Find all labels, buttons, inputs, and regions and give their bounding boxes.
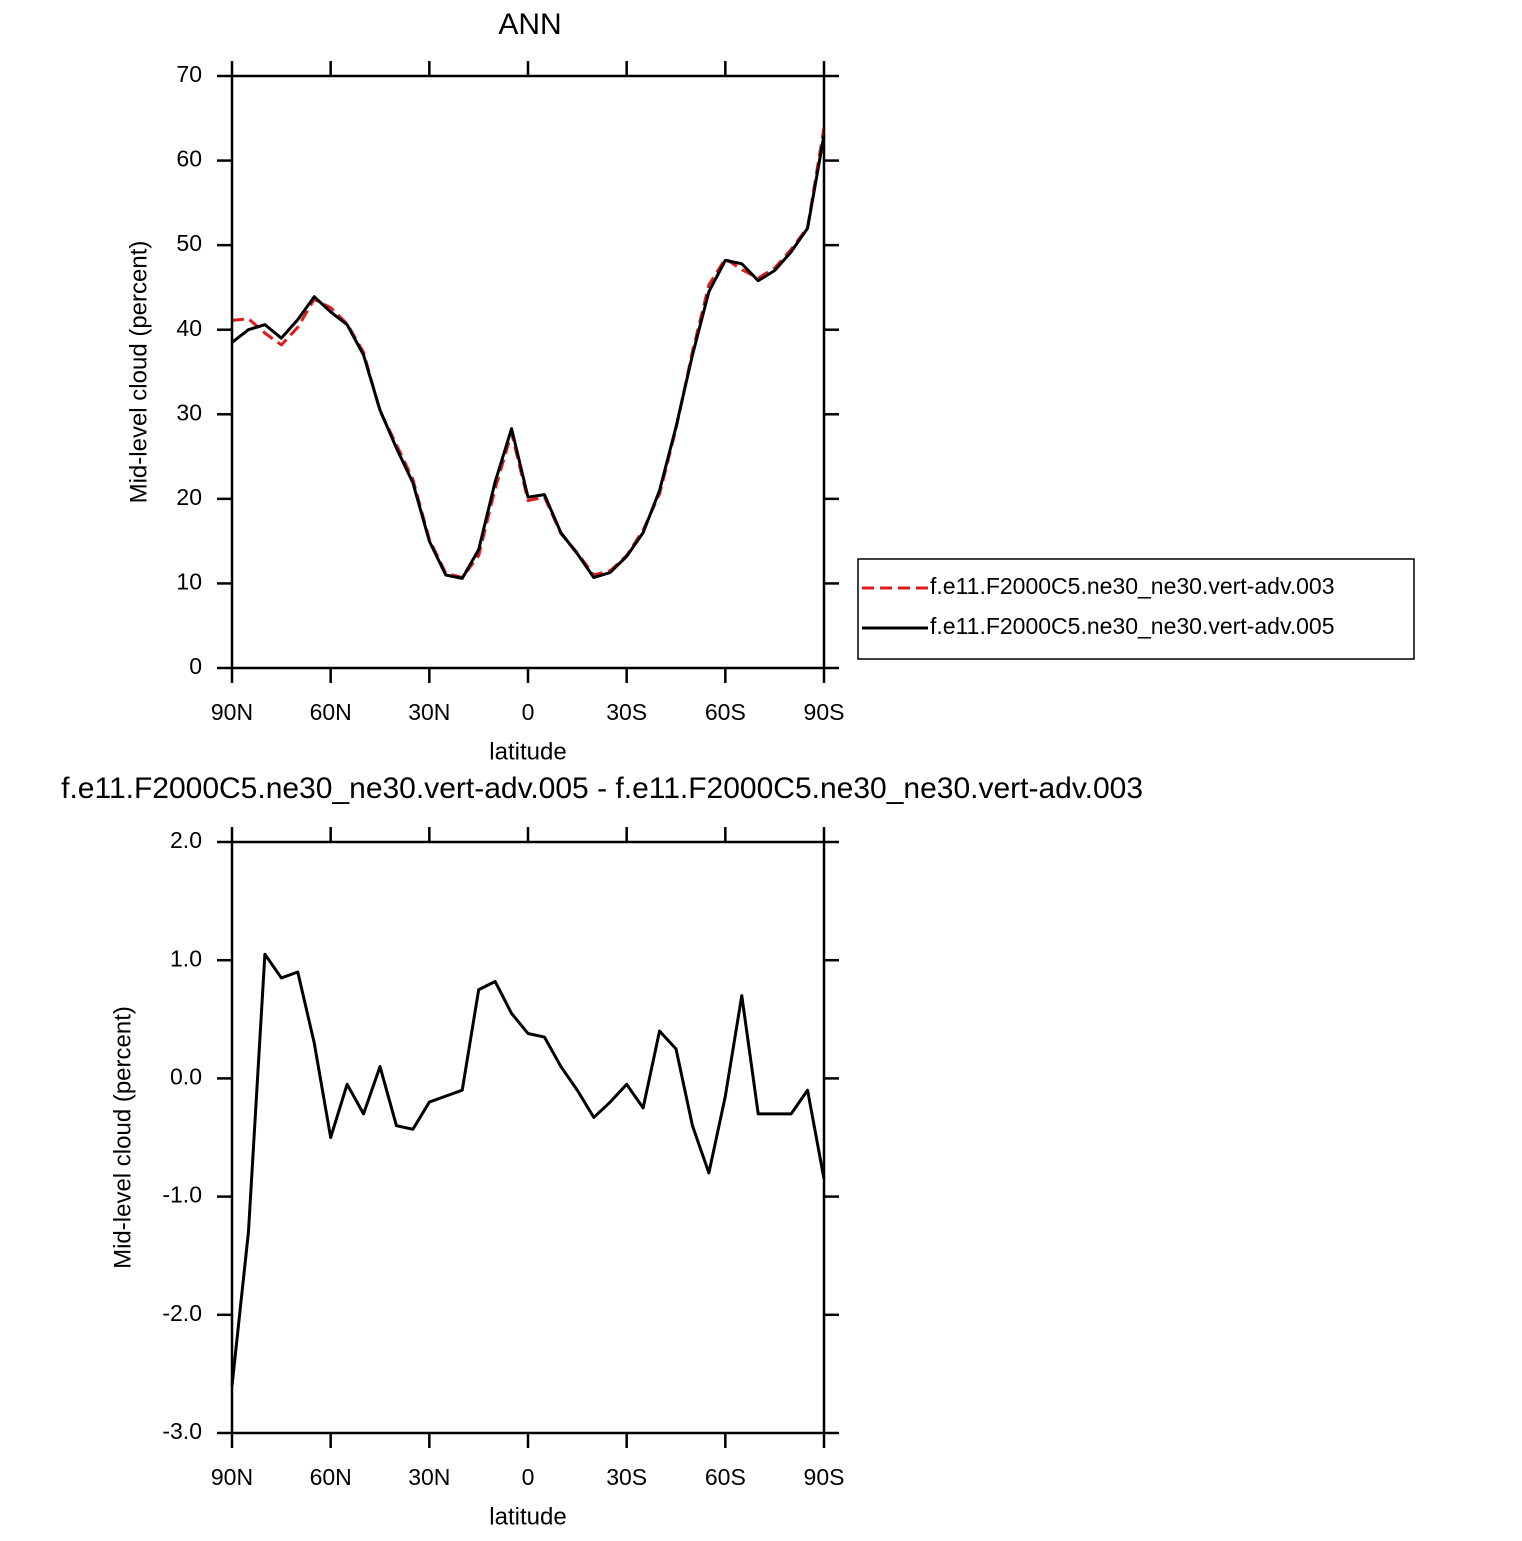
x-tick-label: 0 xyxy=(522,699,535,725)
series-line xyxy=(231,134,826,580)
x-axis-label: latitude xyxy=(489,738,566,765)
chart-title: f.e11.F2000C5.ne30_ne30.vert-adv.005 - f… xyxy=(61,772,1143,805)
x-tick-label: 90S xyxy=(804,699,845,725)
legend-label: f.e11.F2000C5.ne30_ne30.vert-adv.005 xyxy=(930,613,1335,639)
y-tick-label: 50 xyxy=(176,230,202,256)
x-tick-label: 90S xyxy=(804,1464,845,1490)
series-line xyxy=(230,952,826,1386)
y-tick-label: -1.0 xyxy=(162,1182,202,1208)
y-tick-label: 0.0 xyxy=(170,1063,202,1089)
legend-label: f.e11.F2000C5.ne30_ne30.vert-adv.003 xyxy=(930,573,1335,599)
y-tick-label: 1.0 xyxy=(170,945,202,971)
y-tick-label: -2.0 xyxy=(162,1300,202,1326)
x-tick-label: 60N xyxy=(310,699,352,725)
y-tick-label: 60 xyxy=(176,146,202,172)
x-tick-label: 90N xyxy=(211,699,253,725)
y-tick-label: 0 xyxy=(189,653,202,679)
y-axis-label: Mid-level cloud (percent) xyxy=(109,1006,136,1269)
y-tick-label: 30 xyxy=(176,399,202,425)
x-tick-label: 30S xyxy=(606,699,647,725)
x-tick-label: 0 xyxy=(522,1464,535,1490)
chart-title: ANN xyxy=(498,8,561,41)
y-tick-label: -3.0 xyxy=(162,1418,202,1444)
y-axis-label: Mid-level cloud (percent) xyxy=(125,241,152,504)
x-tick-label: 90N xyxy=(211,1464,253,1490)
y-tick-label: 2.0 xyxy=(170,827,202,853)
x-tick-label: 30N xyxy=(408,1464,450,1490)
plot-frame xyxy=(230,74,826,670)
legend-box xyxy=(857,558,1415,660)
x-tick-label: 60S xyxy=(705,699,746,725)
y-tick-label: 20 xyxy=(176,484,202,510)
y-tick-label: 70 xyxy=(176,61,202,87)
y-tick-label: 40 xyxy=(176,315,202,341)
x-tick-label: 60S xyxy=(705,1464,746,1490)
x-tick-label: 30S xyxy=(606,1464,647,1490)
x-tick-label: 60N xyxy=(310,1464,352,1490)
y-tick-label: 10 xyxy=(176,569,202,595)
x-axis-label: latitude xyxy=(489,1503,566,1530)
series-line xyxy=(231,127,826,580)
plot-frame xyxy=(230,840,826,1435)
x-tick-label: 30N xyxy=(408,699,450,725)
